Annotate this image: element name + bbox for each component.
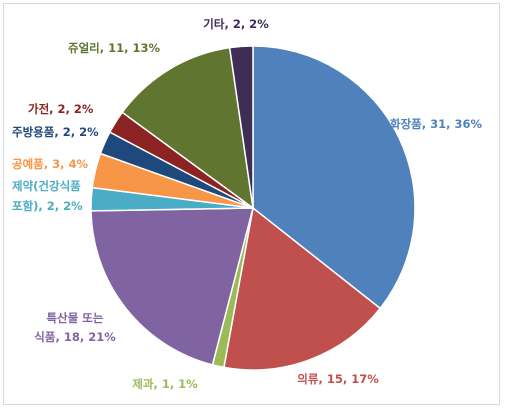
pie-slice-1 [223,206,382,371]
pie-label-line: 제약(건강식품 [12,179,81,193]
pie-label-line: 가전, 2, 2% [28,102,94,116]
pie-label-line: 주방용품, 2, 2% [12,125,99,139]
pie-slice-9 [228,45,254,209]
pie-label-line: 기타, 2, 2% [203,17,269,31]
pie-label-7: 가전, 2, 2% [28,102,94,116]
pie-label-line: 공예품, 3, 4% [12,157,88,171]
pie-label-line: 식품, 18, 21% [34,330,116,344]
pie-label-line: 포함), 2, 2% [12,199,83,213]
pie-slice-8 [121,46,254,210]
pie-label-line: 화장품, 31, 36% [390,117,482,131]
pie-label-9: 기타, 2, 2% [203,17,269,31]
pie-label-6: 주방용품, 2, 2% [12,125,99,139]
pie-label-0: 화장품, 31, 36% [390,117,482,131]
pie-slice-3 [90,207,254,366]
pie-label-line: 쥬얼리, 11, 13% [68,41,160,55]
pie-label-2: 제과, 1, 1% [132,377,198,391]
pie-slices [90,45,416,371]
pie-slice-0 [252,45,416,310]
pie-label-5: 공예품, 3, 4% [12,157,88,171]
pie-label-line: 특산물 또는 [47,311,104,325]
pie-label-8: 쥬얼리, 11, 13% [68,41,160,55]
pie-label-line: 의류, 15, 17% [297,372,379,386]
pie-label-line: 제과, 1, 1% [132,377,198,391]
pie-label-1: 의류, 15, 17% [297,372,379,386]
